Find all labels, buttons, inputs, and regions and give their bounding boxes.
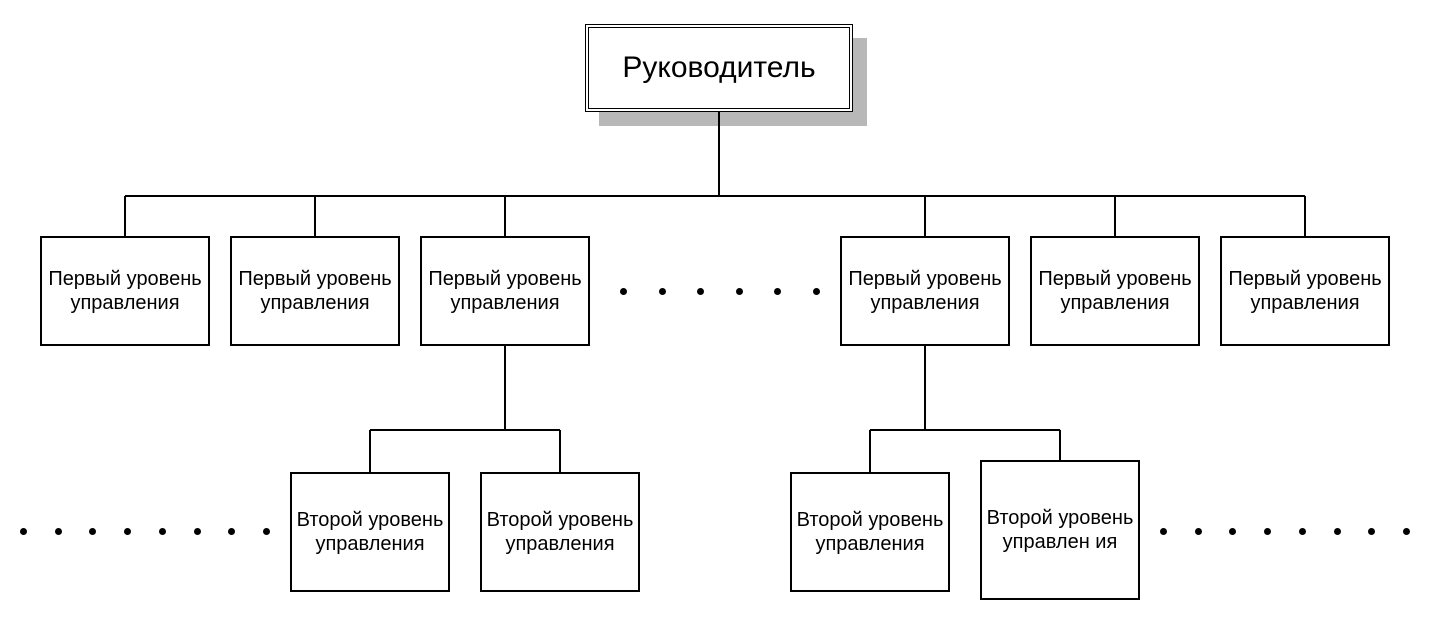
level1-node: Первый уровень управления: [230, 236, 400, 346]
level1-label: Первый уровень управления: [422, 267, 588, 315]
dot-icon: [620, 288, 627, 295]
level2-node: Второй уровень управления: [290, 472, 450, 592]
root-label: Руководитель: [622, 50, 815, 86]
ellipsis-level1: [620, 288, 820, 295]
level1-label: Первый уровень управления: [232, 267, 398, 315]
dot-icon: [813, 288, 820, 295]
ellipsis-level2-left: [20, 528, 270, 535]
dot-icon: [697, 288, 704, 295]
level2-node: Второй уровень управления: [790, 472, 950, 592]
dot-icon: [55, 528, 62, 535]
level1-label: Первый уровень управления: [1032, 267, 1198, 315]
level1-node: Первый уровень управления: [40, 236, 210, 346]
dot-icon: [89, 528, 96, 535]
dot-icon: [1264, 528, 1271, 535]
dot-icon: [774, 288, 781, 295]
level1-label: Первый уровень управления: [1222, 267, 1388, 315]
dot-icon: [1334, 528, 1341, 535]
level1-node: Первый уровень управления: [420, 236, 590, 346]
dot-icon: [1229, 528, 1236, 535]
dot-icon: [124, 528, 131, 535]
dot-icon: [228, 528, 235, 535]
dot-icon: [736, 288, 743, 295]
dot-icon: [1368, 528, 1375, 535]
level1-label: Первый уровень управления: [42, 267, 208, 315]
dot-icon: [159, 528, 166, 535]
dot-icon: [263, 528, 270, 535]
level2-node: Второй уровень управления: [480, 472, 640, 592]
ellipsis-level2-right: [1160, 528, 1410, 535]
root-node: Руководитель: [585, 24, 853, 112]
level2-node: Второй уровень управлен ия: [980, 460, 1140, 600]
dot-icon: [20, 528, 27, 535]
dot-icon: [1195, 528, 1202, 535]
dot-icon: [1160, 528, 1167, 535]
level2-label: Второй уровень управления: [792, 508, 948, 556]
dot-icon: [1299, 528, 1306, 535]
level1-label: Первый уровень управления: [842, 267, 1008, 315]
level2-label: Второй уровень управления: [482, 508, 638, 556]
dot-icon: [659, 288, 666, 295]
dot-icon: [194, 528, 201, 535]
level1-node: Первый уровень управления: [840, 236, 1010, 346]
level2-label: Второй уровень управлен ия: [982, 506, 1138, 554]
level1-node: Первый уровень управления: [1030, 236, 1200, 346]
dot-icon: [1403, 528, 1410, 535]
level2-label: Второй уровень управления: [292, 508, 448, 556]
level1-node: Первый уровень управления: [1220, 236, 1390, 346]
